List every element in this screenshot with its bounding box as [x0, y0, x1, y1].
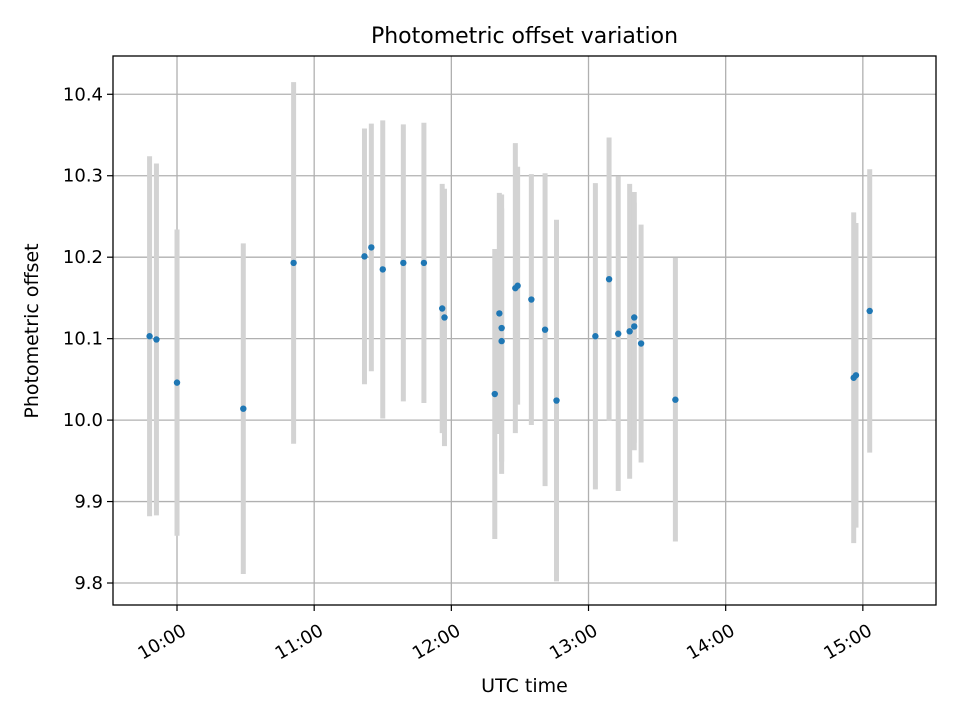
data-point	[672, 396, 679, 403]
data-point	[637, 340, 645, 347]
data-point	[290, 259, 297, 267]
data-point	[368, 244, 375, 251]
y-tick-label: 9.9	[74, 492, 103, 513]
data-point	[441, 314, 448, 321]
data-point	[553, 397, 560, 404]
data-point	[852, 372, 860, 379]
data-point	[361, 253, 368, 260]
data-point	[146, 333, 153, 340]
data-points	[146, 244, 873, 412]
y-tick-label: 9.8	[74, 573, 103, 594]
data-point	[491, 390, 498, 398]
data-point	[498, 337, 505, 345]
y-tick-label: 10.1	[63, 329, 103, 350]
data-point	[153, 336, 160, 343]
data-point	[240, 405, 247, 412]
y-axis-label: Photometric offset	[21, 243, 43, 418]
data-point	[173, 379, 181, 386]
data-point	[439, 305, 446, 312]
data-point	[592, 333, 599, 340]
data-point	[541, 326, 549, 333]
data-point	[626, 328, 633, 335]
data-point	[498, 324, 505, 332]
y-tick-label: 10.2	[63, 247, 103, 268]
data-point	[631, 323, 638, 330]
data-point	[605, 275, 613, 283]
data-point	[496, 310, 503, 317]
data-point	[528, 296, 535, 303]
data-point	[615, 330, 622, 337]
data-point	[514, 282, 521, 289]
x-axis-label: UTC time	[481, 675, 568, 697]
data-point	[631, 314, 638, 321]
data-point	[400, 259, 407, 267]
grid-lines	[113, 56, 936, 605]
y-tick-label: 10.3	[63, 166, 103, 187]
plot-frame	[112, 55, 937, 606]
y-tick-label: 10.4	[63, 84, 103, 105]
data-point	[866, 307, 873, 315]
y-tick-label: 10.0	[63, 410, 103, 431]
data-point	[379, 266, 386, 273]
y-axis-ticks: 9.8 9.9 10.0 10.1 10.2 10.3 10.4	[63, 84, 113, 594]
data-point	[420, 259, 428, 267]
chart-title: Photometric offset variation	[371, 24, 678, 49]
